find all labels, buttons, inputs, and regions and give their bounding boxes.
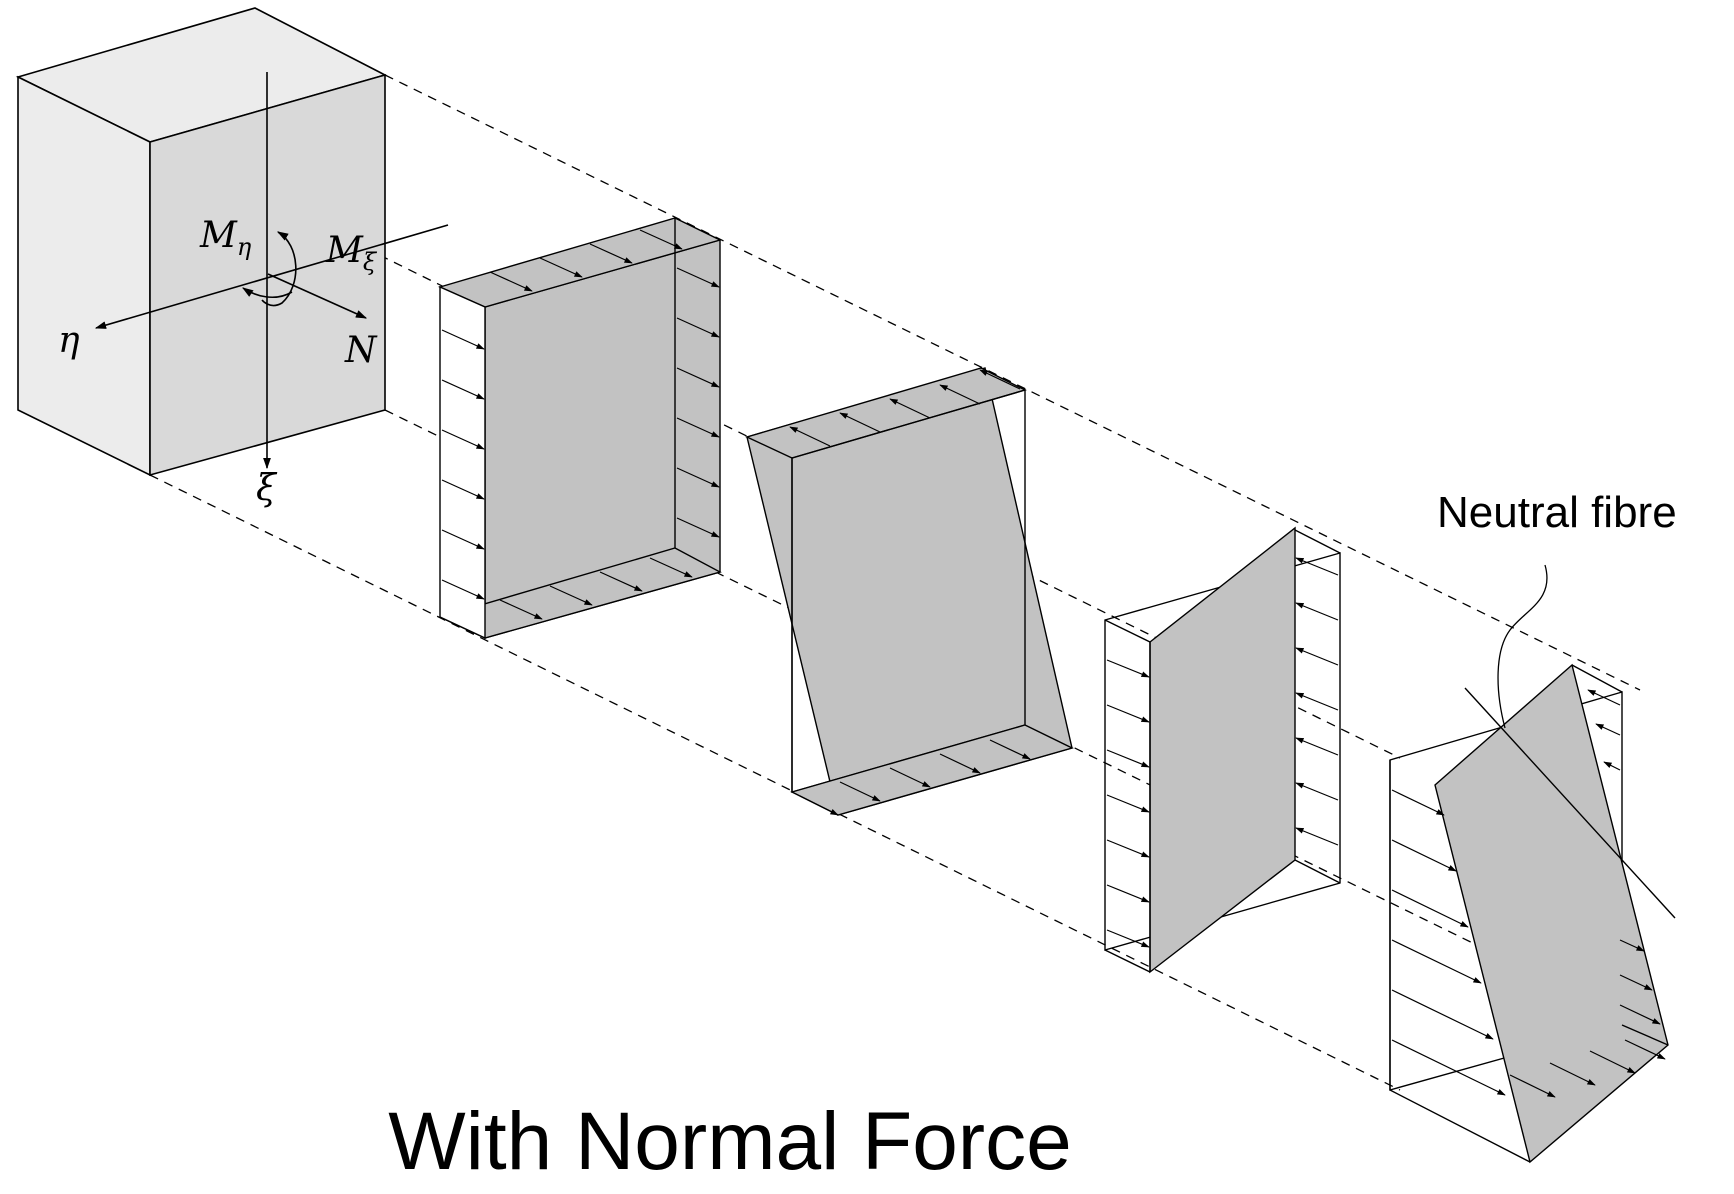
stress-diagram-bending-xi [1104, 526, 1341, 974]
label-neutral-fibre: Neutral fibre [1437, 488, 1677, 537]
stress-diagram-combined [1389, 564, 1676, 1164]
caption: With Normal Force [388, 1096, 1072, 1187]
moment-arcs [242, 231, 297, 307]
stress-arrows [1106, 557, 1339, 948]
beam-block [15, 7, 388, 477]
label-xi: ξ [256, 468, 278, 509]
neutral-fibre-leader [1497, 564, 1548, 729]
label-m-eta: Mη [199, 215, 252, 261]
label-n: N [344, 330, 378, 371]
neutral-fibre-line [1464, 687, 1676, 919]
stress-diagram-bending-eta [745, 367, 1074, 816]
label-m-xi: Mξ [325, 230, 378, 276]
stress-diagram-uniform [437, 217, 722, 640]
stress-arrows [789, 369, 1031, 816]
label-eta: η [58, 320, 80, 361]
axis-n [267, 273, 368, 319]
stress-arrows [441, 229, 720, 620]
stress-arrows [1391, 689, 1666, 1098]
